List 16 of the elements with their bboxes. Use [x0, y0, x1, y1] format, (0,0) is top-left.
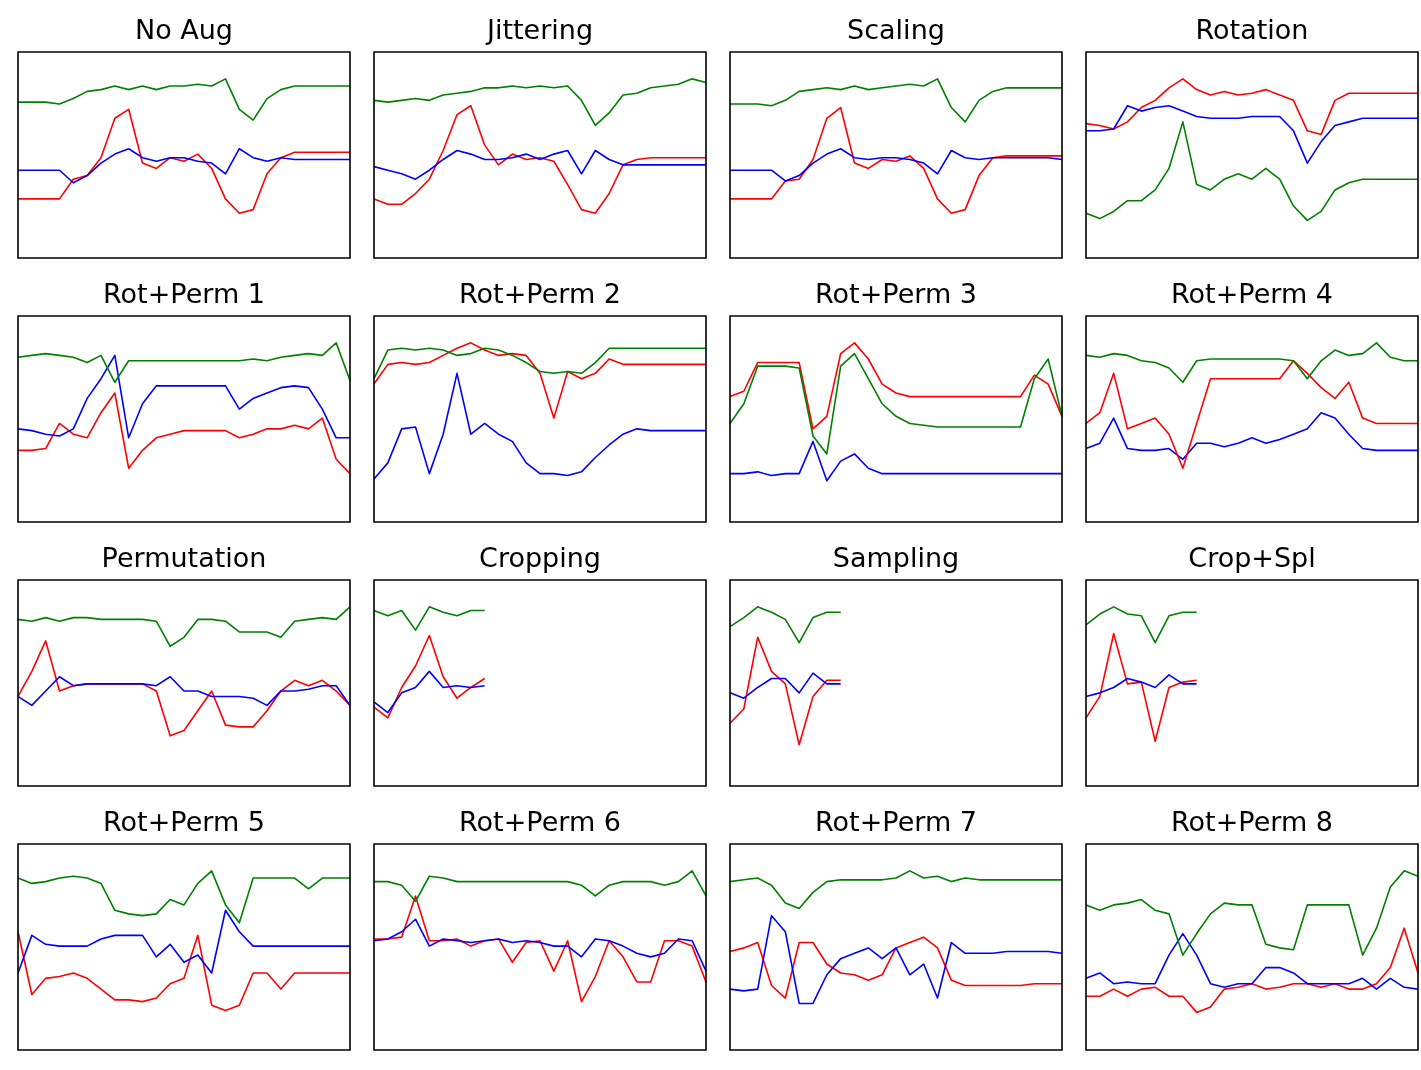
chart-title: Rot+Perm 8	[1171, 805, 1333, 839]
chart-title: Scaling	[847, 13, 945, 47]
chart-title: Rot+Perm 7	[815, 805, 977, 839]
chart-title: Jittering	[486, 13, 594, 47]
chart-title: Rot+Perm 2	[459, 277, 621, 311]
chart-title: Rot+Perm 5	[103, 805, 265, 839]
chart-title: Crop+Spl	[1188, 541, 1316, 575]
chart-title: Rot+Perm 3	[815, 277, 977, 311]
chart-title: Cropping	[479, 541, 601, 575]
chart-title: Rot+Perm 6	[459, 805, 621, 839]
chart-title: No Aug	[134, 13, 234, 47]
chart-title: Permutation	[101, 541, 267, 575]
chart-title: Rot+Perm 1	[103, 277, 265, 311]
chart-title: Rot+Perm 4	[1171, 277, 1333, 311]
chart-title: Sampling	[832, 541, 960, 575]
chart-title: Rotation	[1195, 13, 1309, 47]
